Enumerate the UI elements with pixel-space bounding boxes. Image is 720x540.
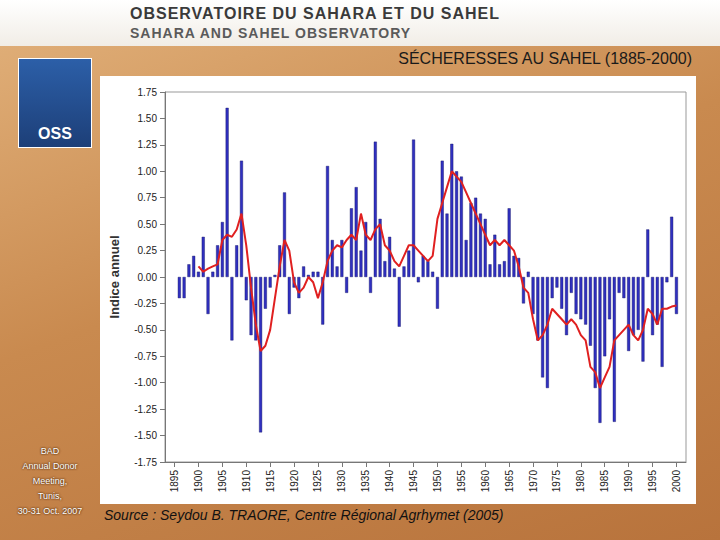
svg-text:1910: 1910 xyxy=(241,470,252,493)
html-text:OBSERVATOIRE DU SAHARA ET DU S: OBSERVATOIRE DU SAHARA ET DU SAHEL xyxy=(130,5,500,22)
svg-text:1950: 1950 xyxy=(432,470,443,493)
svg-text:-0.50: -0.50 xyxy=(134,324,157,335)
svg-text:-1.75: -1.75 xyxy=(134,457,157,468)
svg-text:1975: 1975 xyxy=(551,470,562,493)
svg-text:-1.50: -1.50 xyxy=(134,430,157,441)
svg-text:1895: 1895 xyxy=(169,470,180,493)
svg-text:1970: 1970 xyxy=(528,470,539,493)
svg-text:-1.25: -1.25 xyxy=(134,404,157,415)
html-text:Tunis,: Tunis, xyxy=(37,491,63,501)
svg-text:1940: 1940 xyxy=(384,470,395,493)
html-text:SÉCHERESSES AU SAHEL (1885-200: SÉCHERESSES AU SAHEL (1885-2000) xyxy=(398,50,692,67)
svg-text:1945: 1945 xyxy=(408,470,419,493)
svg-text:1955: 1955 xyxy=(456,470,467,493)
html-text:Meeting,: Meeting, xyxy=(32,476,68,486)
svg-text:1.50: 1.50 xyxy=(138,113,158,124)
svg-text:-0.25: -0.25 xyxy=(134,298,157,309)
svg-text:1905: 1905 xyxy=(217,470,228,493)
svg-text:Indice annuel: Indice annuel xyxy=(107,235,122,318)
svg-text:1980: 1980 xyxy=(575,470,586,493)
svg-text:1.75: 1.75 xyxy=(138,87,158,98)
html-text:SAHARA AND SAHEL OBSERVATORY: SAHARA AND SAHEL OBSERVATORY xyxy=(130,25,412,41)
svg-text:-0.75: -0.75 xyxy=(134,351,157,362)
svg-text:0.50: 0.50 xyxy=(138,219,158,230)
svg-text:1995: 1995 xyxy=(647,470,658,493)
html-text:OSS: OSS xyxy=(38,125,72,142)
svg-text:1925: 1925 xyxy=(312,470,323,493)
svg-text:1900: 1900 xyxy=(193,470,204,493)
svg-text:1915: 1915 xyxy=(265,470,276,493)
svg-text:1930: 1930 xyxy=(336,470,347,493)
svg-text:1.25: 1.25 xyxy=(138,139,158,150)
html-text:Annual Donor: Annual Donor xyxy=(22,461,78,471)
svg-text:1.00: 1.00 xyxy=(138,166,158,177)
html-text:Source : Seydou B. TRAORE, Cen: Source : Seydou B. TRAORE, Centre Région… xyxy=(104,507,504,523)
svg-text:0.25: 0.25 xyxy=(138,245,158,256)
svg-text:1965: 1965 xyxy=(504,470,515,493)
svg-text:1920: 1920 xyxy=(289,470,300,493)
svg-text:2000: 2000 xyxy=(671,470,682,493)
svg-text:-1.00: -1.00 xyxy=(134,377,157,388)
html-text:30-31 Oct. 2007: 30-31 Oct. 2007 xyxy=(17,506,83,516)
svg-text:1935: 1935 xyxy=(360,470,371,493)
svg-text:1985: 1985 xyxy=(599,470,610,493)
svg-text:1990: 1990 xyxy=(623,470,634,493)
svg-text:1960: 1960 xyxy=(480,470,491,493)
html-text:BAD: BAD xyxy=(40,446,60,456)
svg-text:0.75: 0.75 xyxy=(138,192,158,203)
svg-text:0.00: 0.00 xyxy=(138,272,158,283)
